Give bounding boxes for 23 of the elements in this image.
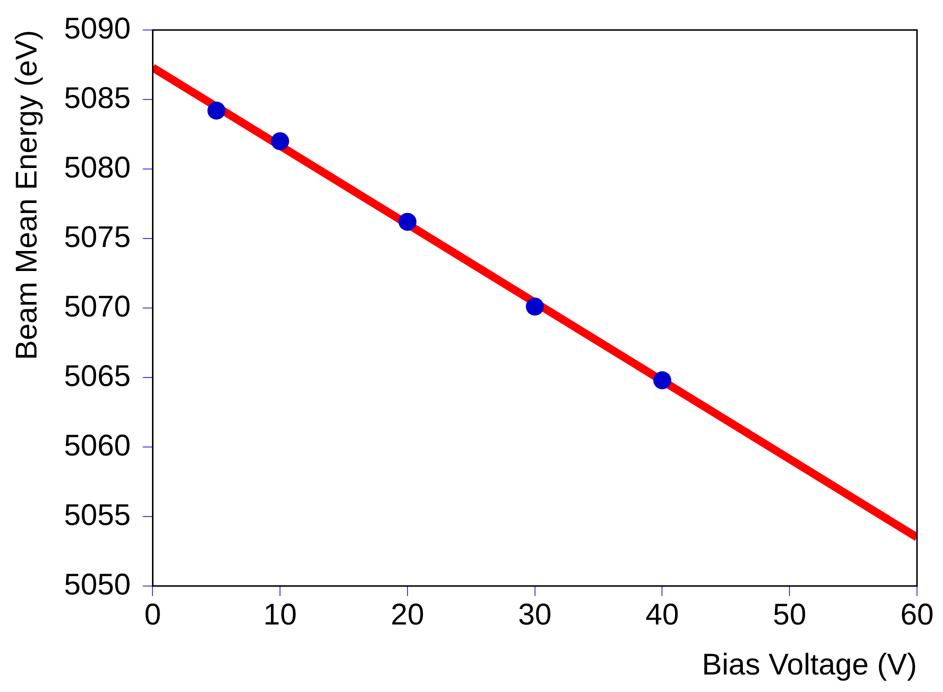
point: [526, 298, 544, 316]
x-axis-title: Bias Voltage (V): [702, 648, 917, 682]
x-tick-label: 20: [390, 598, 424, 632]
x-tick-label: 30: [518, 598, 552, 632]
y-tick-label: 5085: [64, 82, 131, 115]
y-tick-label: 5060: [64, 429, 131, 462]
y-tick-label: 5065: [64, 360, 131, 393]
x-tick-label: 0: [144, 598, 162, 632]
point: [398, 212, 416, 231]
x-tick-label: 40: [646, 598, 679, 632]
x-tick-label: 60: [900, 598, 934, 632]
y-tick-label: 5080: [64, 151, 131, 184]
point: [271, 132, 290, 150]
y-tick-label: 5050: [64, 568, 131, 602]
point: [653, 371, 672, 390]
x-tick-label: 50: [772, 598, 806, 632]
x-tick-label: 10: [263, 598, 297, 632]
point: [207, 102, 226, 120]
y-tick-label: 5090: [64, 12, 131, 46]
y-axis-title: Beam Mean Energy (eV): [10, 30, 44, 360]
y-tick-label: 5055: [64, 498, 131, 532]
y-tick-label: 5070: [64, 290, 131, 324]
y-tick-label: 5075: [64, 220, 131, 254]
